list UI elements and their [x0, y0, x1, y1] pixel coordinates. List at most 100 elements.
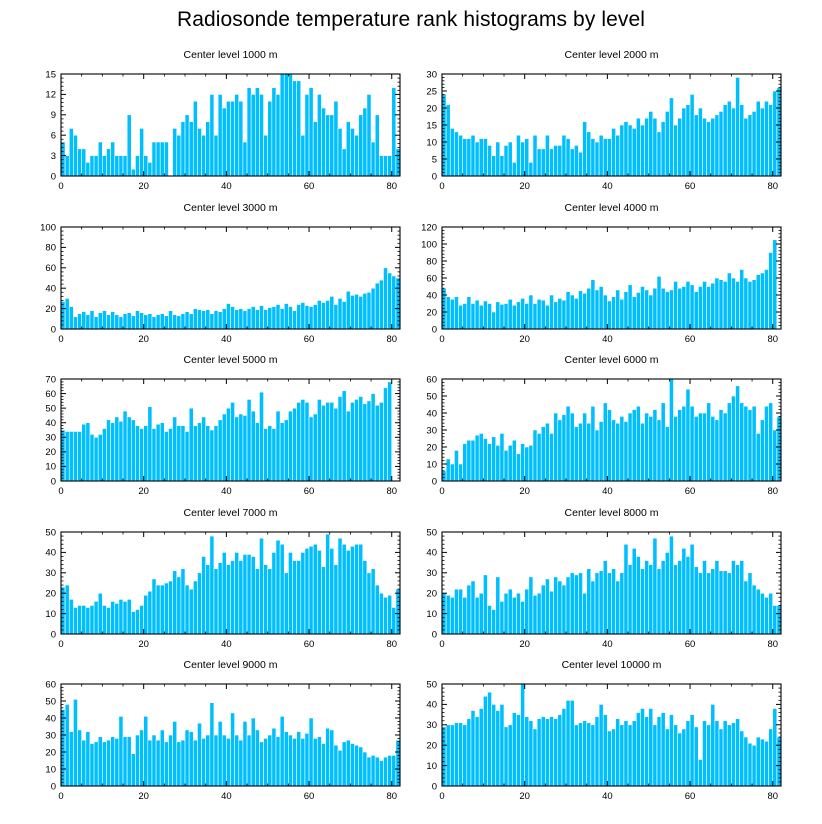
bar [151, 578, 157, 635]
bar [524, 588, 530, 635]
bar [358, 396, 364, 482]
bar [350, 128, 355, 177]
bar [366, 756, 372, 787]
bar [379, 760, 384, 787]
bar [184, 431, 190, 482]
bar [499, 433, 505, 482]
bar [669, 97, 674, 177]
panel-8: 0 10 20 30 40 50 0 20 40 60 80 Center level 8000 m [426, 507, 782, 650]
bar [735, 281, 740, 330]
bar [102, 428, 107, 482]
bar [184, 114, 190, 177]
bar [755, 274, 761, 330]
bar [462, 596, 468, 635]
bar [209, 702, 215, 787]
bar [379, 592, 384, 635]
bar [565, 405, 571, 482]
bar [64, 298, 70, 330]
bar [689, 543, 695, 635]
bar [557, 580, 563, 635]
y-tick-label: 0 [432, 171, 437, 182]
bar [458, 722, 463, 787]
bar [619, 724, 625, 787]
bar [454, 450, 459, 482]
bar [454, 131, 459, 177]
bar [205, 734, 211, 787]
bar [516, 592, 521, 635]
bar [693, 566, 699, 635]
bar [520, 443, 525, 482]
bar [499, 704, 505, 787]
bar [644, 117, 650, 177]
bar [573, 298, 579, 330]
bar [602, 714, 608, 787]
bar [64, 155, 70, 177]
bar [205, 564, 211, 635]
bar [188, 313, 194, 330]
bar [760, 738, 765, 787]
bar [619, 572, 625, 635]
bar [503, 303, 509, 330]
bar [635, 405, 641, 482]
bar [524, 303, 530, 330]
bar [495, 444, 501, 482]
bar [631, 296, 637, 330]
x-tick-label: 0 [439, 639, 444, 650]
bar [362, 292, 368, 330]
bar [279, 715, 285, 787]
bar [151, 734, 157, 787]
bar [698, 412, 703, 482]
bar [706, 402, 712, 482]
y-tick-label: 12 [45, 90, 56, 101]
bar [292, 738, 297, 787]
bar [230, 402, 235, 482]
bar [321, 743, 326, 787]
bar [698, 107, 703, 177]
bar [312, 543, 318, 635]
bar [122, 601, 128, 635]
bar [764, 405, 769, 482]
bar [296, 80, 302, 177]
bar [341, 301, 347, 330]
x-tick-label: 60 [304, 334, 315, 345]
bar [135, 155, 140, 177]
panel-3: 0 20 40 60 80 100 0 20 40 60 80 Center level 3000 m [40, 202, 401, 345]
bar [263, 134, 269, 177]
bar [735, 385, 740, 482]
bar [454, 296, 459, 330]
bar [250, 556, 256, 635]
bar [337, 537, 343, 635]
bar [511, 439, 517, 482]
bar [296, 560, 302, 635]
bar [197, 309, 202, 330]
bar [449, 724, 455, 787]
bar [768, 592, 774, 635]
bar [118, 420, 124, 482]
bar [764, 740, 769, 787]
y-tick-label: 20 [426, 103, 437, 114]
bar [213, 425, 219, 482]
bar [536, 718, 542, 787]
x-tick-label: 80 [767, 334, 778, 345]
bar [73, 607, 78, 635]
bar [677, 732, 683, 787]
bar [73, 316, 78, 330]
bar [507, 588, 513, 635]
bar [458, 463, 463, 482]
bar [722, 412, 728, 482]
bar [631, 409, 637, 482]
bar [549, 433, 554, 482]
bar [726, 402, 732, 482]
bar [760, 592, 765, 635]
x-tick-label: 40 [221, 639, 232, 650]
panel-7: 0 10 20 30 40 50 0 20 40 60 80 Center level 7000 m [45, 507, 401, 650]
bar [312, 413, 318, 482]
bar [764, 269, 769, 330]
bar [751, 111, 757, 177]
bar [673, 124, 678, 177]
y-tick-label: 10 [45, 609, 56, 620]
bar [122, 410, 128, 482]
plot-frame [60, 226, 401, 330]
bar [449, 298, 455, 330]
bar [743, 405, 749, 482]
